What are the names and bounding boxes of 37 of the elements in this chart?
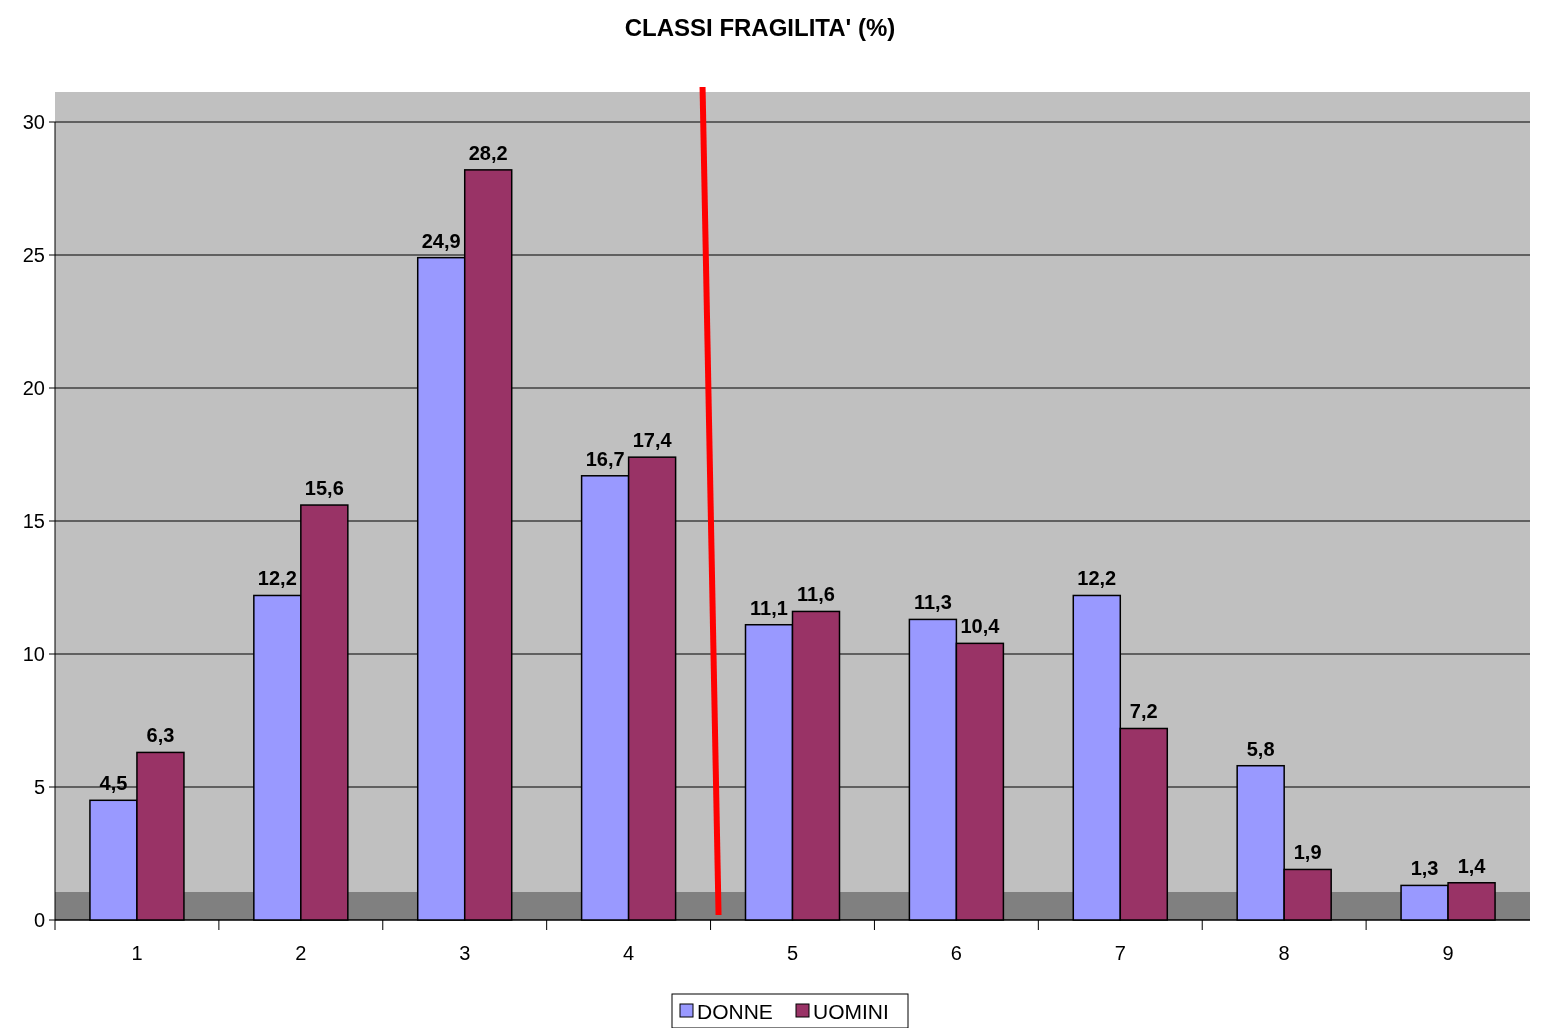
- y-tick-label: 25: [22, 244, 45, 266]
- data-label: 1,3: [1410, 857, 1439, 880]
- data-label: 28,2: [468, 141, 508, 164]
- y-tick-label: 0: [33, 909, 45, 931]
- legend-label: UOMINI: [813, 1000, 889, 1023]
- y-tick-label: 5: [33, 776, 45, 798]
- data-label: 11,3: [913, 591, 952, 614]
- data-label: 5,8: [1246, 737, 1275, 760]
- data-label: 15,6: [304, 477, 344, 500]
- y-tick-label: 20: [22, 377, 45, 399]
- data-label: 16,7: [585, 447, 625, 470]
- y-tick-label: 15: [22, 510, 45, 532]
- x-tick-label: 2: [295, 942, 307, 964]
- data-label: 7,2: [1129, 700, 1158, 723]
- data-label: 4,5: [99, 772, 128, 795]
- data-label: 12,2: [1077, 567, 1117, 590]
- chart-title: CLASSI FRAGILITA' (%): [624, 14, 896, 41]
- data-label: 6,3: [146, 724, 175, 747]
- x-tick-label: 9: [1442, 942, 1454, 964]
- x-tick-label: 7: [1114, 942, 1126, 964]
- data-label: 11,6: [797, 583, 835, 606]
- y-tick-label: 10: [22, 643, 45, 665]
- data-label: 11,1: [750, 596, 788, 619]
- x-tick-label: 8: [1278, 942, 1290, 964]
- data-label: 12,2: [257, 567, 297, 590]
- y-tick-label: 30: [22, 111, 45, 133]
- x-tick-label: 4: [623, 942, 635, 964]
- data-label: 24,9: [421, 229, 461, 252]
- x-tick-label: 1: [131, 942, 143, 964]
- data-label: 17,4: [632, 429, 673, 452]
- x-tick-label: 3: [459, 942, 471, 964]
- data-label: 1,9: [1293, 841, 1322, 864]
- legend-label: DONNE: [697, 1000, 773, 1023]
- data-label: 10,4: [960, 615, 1001, 638]
- x-tick-label: 6: [950, 942, 962, 964]
- x-tick-label: 5: [786, 942, 799, 964]
- data-label: 1,4: [1457, 854, 1487, 877]
